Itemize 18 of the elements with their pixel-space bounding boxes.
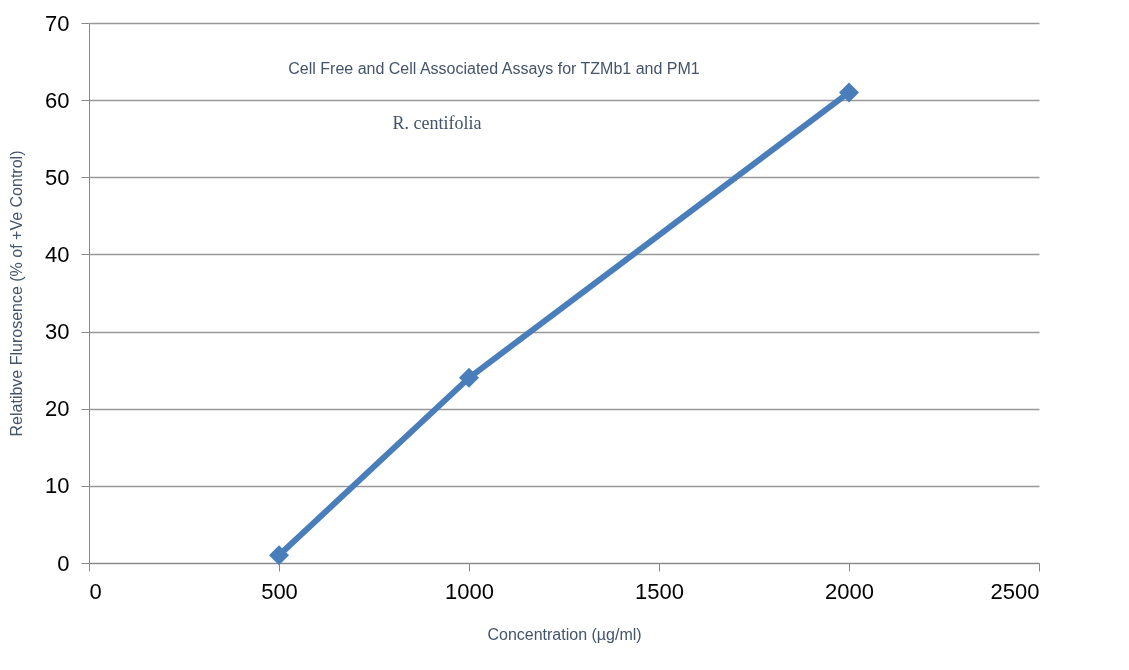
y-tick-label: 0 [57, 550, 70, 576]
x-tick-label: 1000 [445, 578, 494, 604]
x-tick-label: 2500 [990, 578, 1040, 604]
y-tick-label: 50 [45, 164, 70, 190]
y-tick-label: 20 [45, 396, 70, 422]
y-tick-label: 10 [45, 473, 70, 499]
y-tick-label: 70 [45, 10, 70, 36]
y-tick-label: 40 [45, 241, 70, 267]
x-tick-label: 1500 [635, 578, 684, 604]
text: Cell Free and Cell Associated Assays for TZMb1 and PM1 [288, 60, 700, 77]
text: R. centifolia [392, 113, 482, 133]
x-tick-label: 500 [261, 578, 298, 604]
y-axis-title: Relatibve Flurosence (% of +Ve Control) [8, 150, 26, 437]
x-axis-title: Concentration (µg/ml) [487, 625, 642, 643]
x-tick-label: 0 [89, 578, 102, 604]
y-tick-label: 30 [45, 319, 70, 345]
x-tick-label: 2000 [825, 578, 874, 604]
y-tick-label: 60 [45, 87, 70, 113]
